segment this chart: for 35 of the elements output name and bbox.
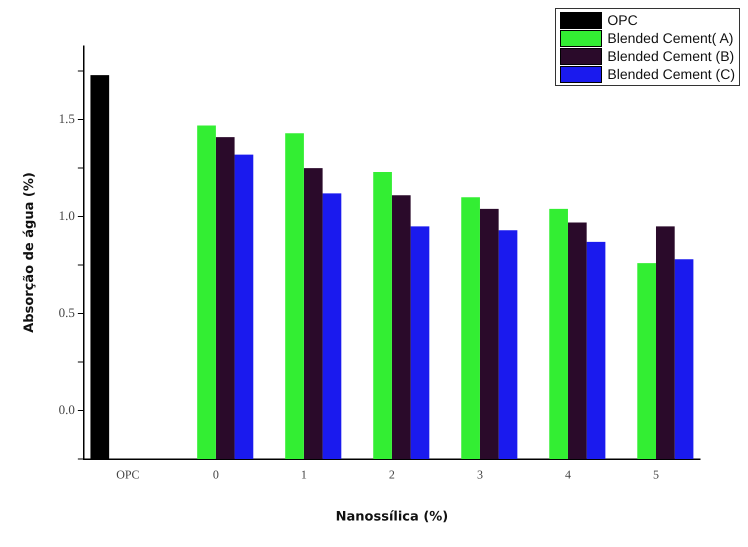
bar (373, 172, 392, 459)
y-tick-label: 0.5 (58, 305, 75, 320)
bar (656, 226, 675, 459)
x-axis-title: Nanossílica (%) (336, 510, 448, 525)
y-axis-title: Absorção de água (%) (22, 172, 38, 333)
bar (322, 193, 342, 459)
legend-label: Blended Cement( A) (607, 30, 734, 46)
y-tick-label: 0.0 (58, 402, 75, 417)
x-tick-label: OPC (116, 467, 140, 482)
bar (197, 126, 216, 459)
bar (480, 208, 499, 459)
legend-label: Blended Cement (B) (607, 48, 734, 64)
legend-label: OPC (607, 12, 638, 28)
bar (549, 208, 568, 459)
x-tick-label: 2 (388, 467, 395, 482)
bar (461, 197, 480, 459)
x-tick-label: 5 (652, 467, 659, 482)
y-tick-label: 1.0 (58, 208, 75, 224)
x-tick-label: 1 (300, 467, 307, 482)
x-tick-label: 0 (212, 467, 219, 482)
bar (234, 154, 254, 459)
bar (285, 133, 304, 459)
x-tick-label: 4 (564, 467, 571, 482)
bar (498, 230, 518, 459)
bar (216, 137, 235, 459)
bar (410, 226, 430, 459)
y-tick-label: 1.5 (58, 111, 75, 126)
bar (674, 259, 694, 459)
x-tick-label: 3 (476, 467, 483, 482)
bar (392, 195, 411, 459)
bar (586, 242, 606, 459)
bar (304, 168, 323, 459)
bar (568, 222, 587, 459)
legend-label: Blended Cement (C) (607, 66, 735, 82)
bar (637, 263, 656, 459)
